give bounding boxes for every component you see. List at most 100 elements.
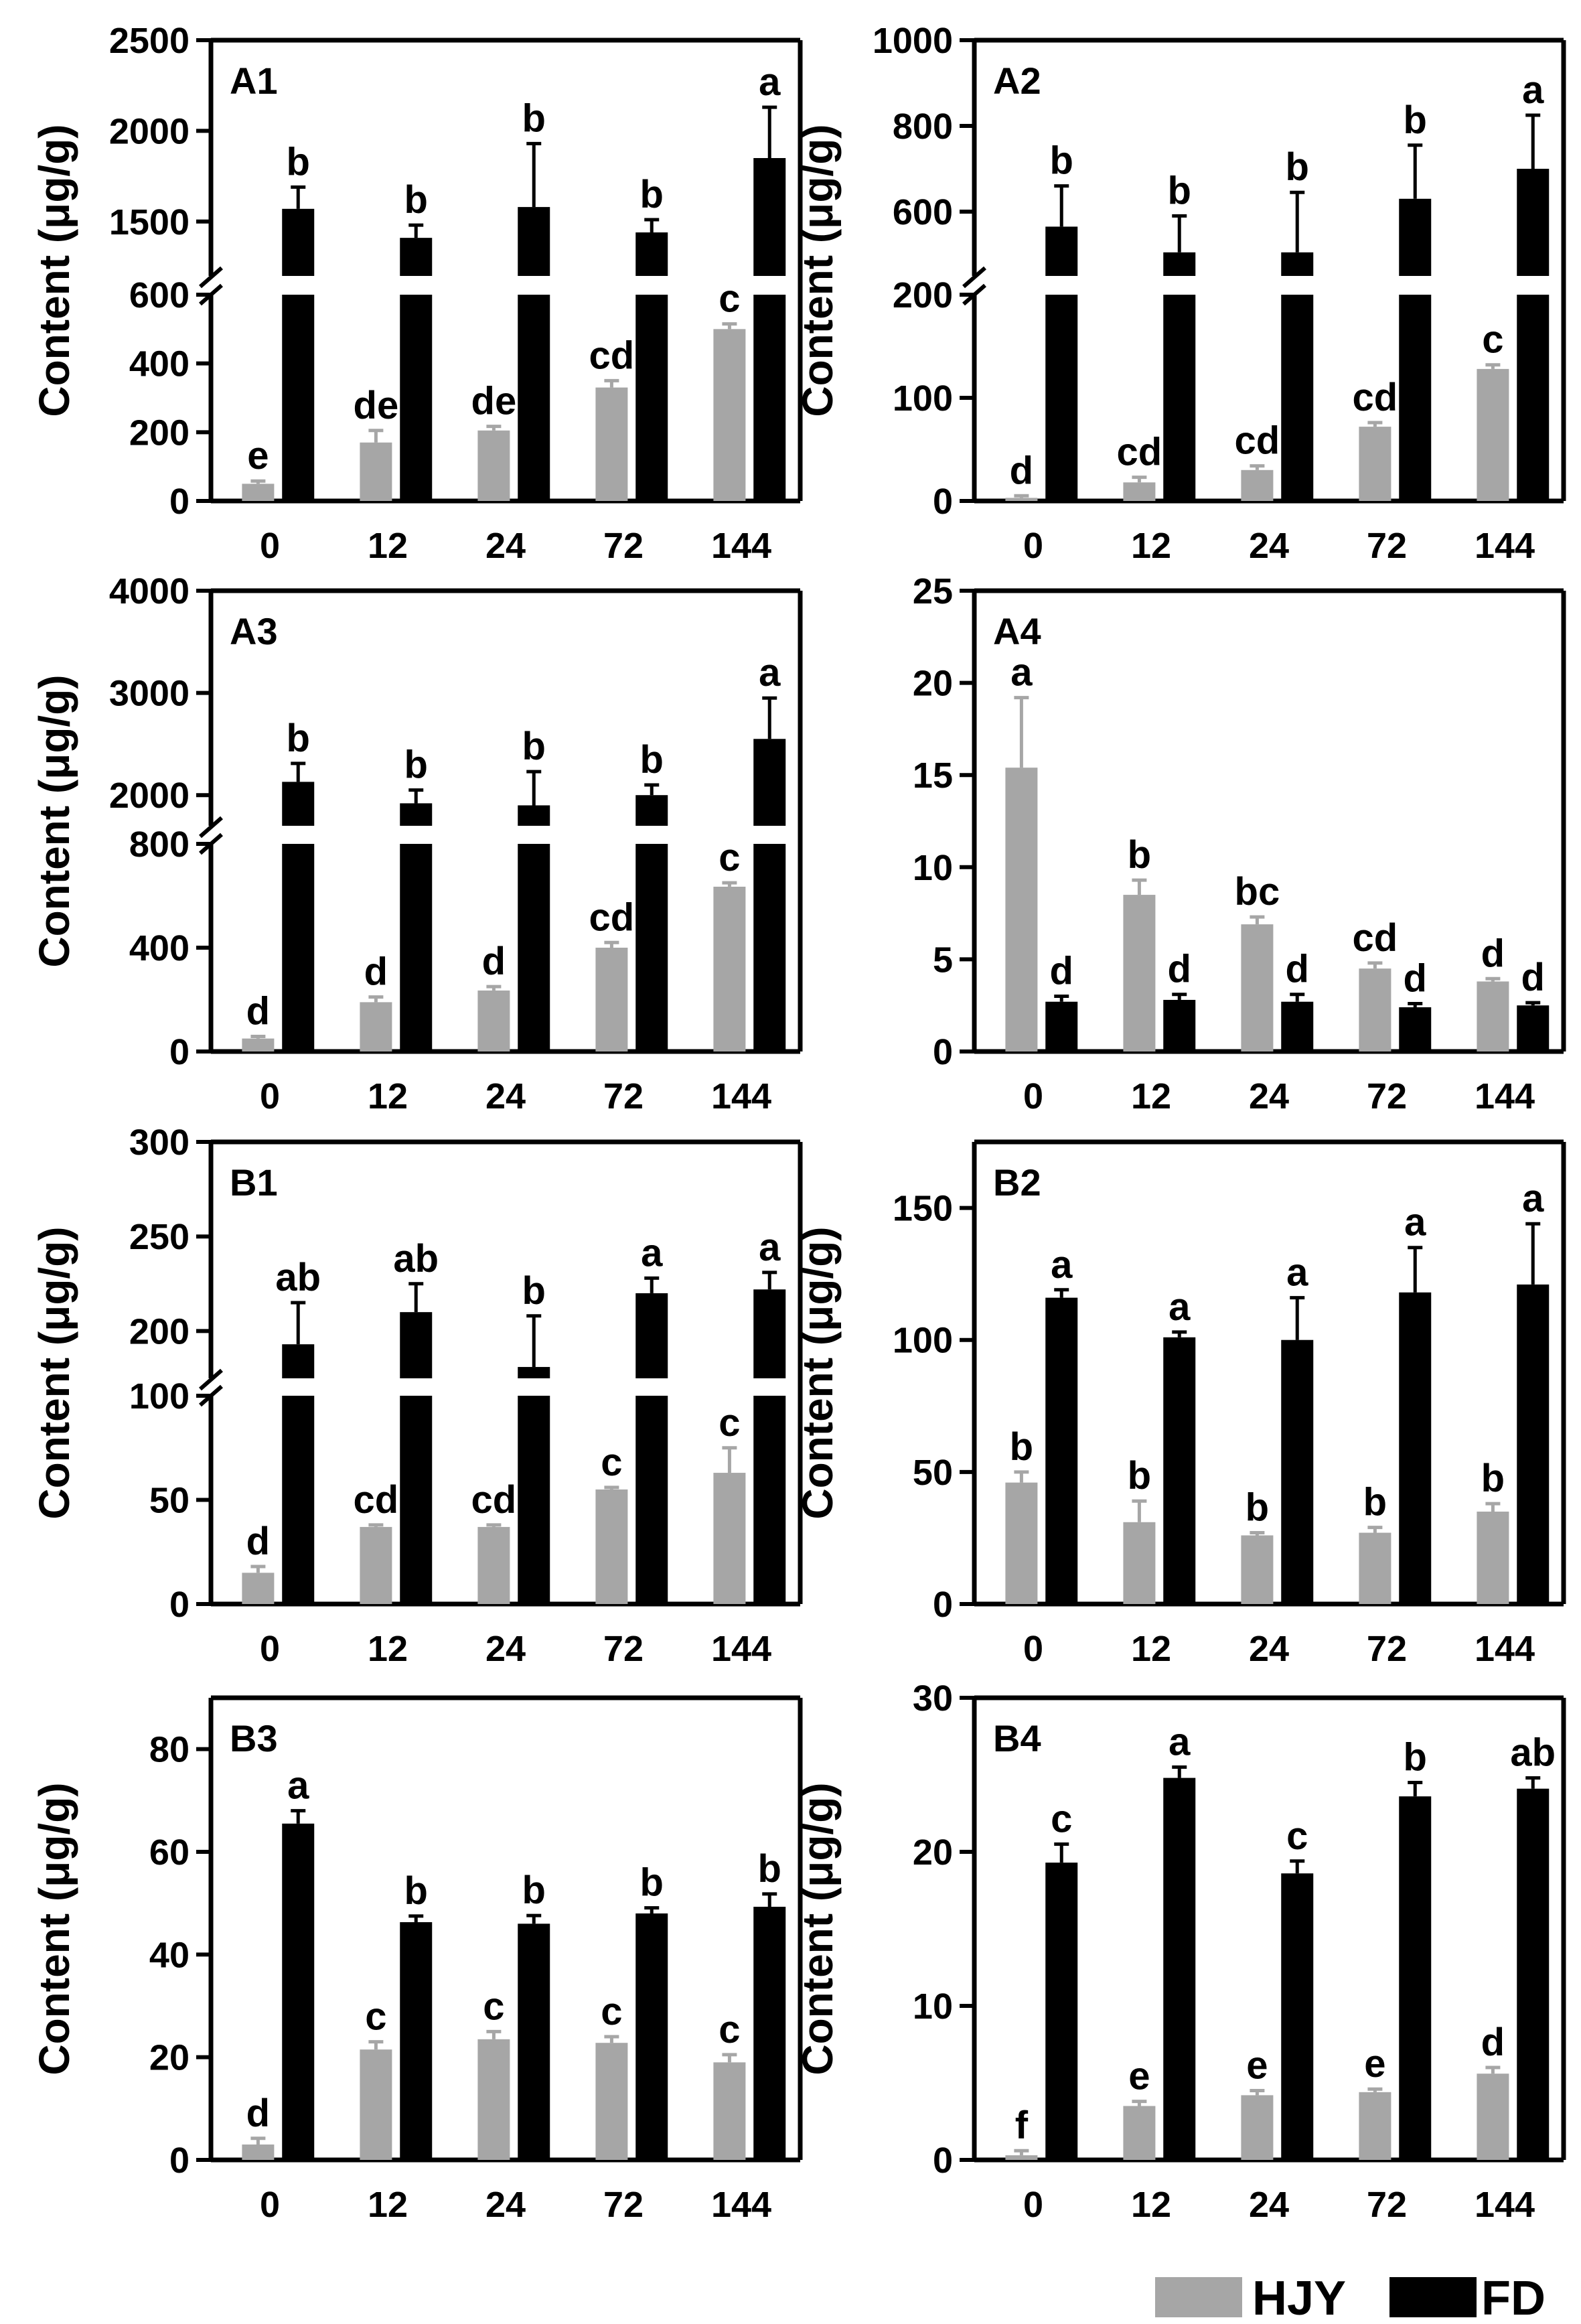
significance-letter: b	[287, 140, 310, 184]
x-tick-label: 72	[603, 1076, 644, 1116]
bar-hjy	[1005, 2155, 1038, 2160]
significance-letter: ab	[275, 1256, 321, 1299]
significance-letter: b	[1050, 139, 1073, 183]
x-tick-label: 72	[603, 2185, 644, 2225]
significance-letter: d	[246, 2092, 270, 2135]
bar-fd	[1399, 1007, 1432, 1051]
y-tick-label: 3000	[109, 674, 190, 714]
significance-letter: d	[1168, 948, 1191, 991]
axis-break-mark	[962, 266, 986, 289]
significance-letter: b	[404, 178, 428, 222]
y-tick-label: 0	[169, 1585, 190, 1625]
y-tick-label: 30	[913, 1678, 953, 1719]
bar-fd	[1517, 1284, 1550, 1604]
bar-fd	[635, 795, 668, 826]
bar-hjy	[1241, 1535, 1274, 1604]
y-tick-label: 600	[129, 275, 190, 315]
y-tick-label: 80	[149, 1730, 190, 1770]
bar-fd	[1281, 252, 1314, 276]
significance-letter: ab	[1510, 1731, 1556, 1775]
bar-hjy	[1477, 368, 1509, 501]
significance-letter: b	[522, 725, 546, 768]
bar-fd	[635, 1913, 668, 2160]
bar-hjy	[1359, 968, 1391, 1051]
significance-letter: a	[1522, 1177, 1544, 1220]
bar-hjy	[1241, 469, 1274, 501]
y-tick-label: 100	[893, 378, 953, 419]
bar-hjy	[360, 1526, 392, 1604]
x-tick-label: 12	[368, 526, 408, 566]
x-tick-label: 72	[603, 526, 644, 566]
bar-hjy	[595, 1489, 628, 1604]
significance-letter: b	[404, 1869, 428, 1913]
significance-letter: a	[1169, 1285, 1191, 1329]
x-tick-label: 144	[711, 1629, 771, 1669]
x-tick-label: 144	[1475, 526, 1535, 566]
y-tick-label: 40	[149, 1935, 190, 1975]
bar-fd	[1163, 1337, 1196, 1604]
bar-hjy	[1005, 768, 1038, 1051]
bar-fd	[282, 295, 315, 501]
bar-fd	[282, 782, 315, 826]
bar-fd	[400, 295, 433, 501]
x-tick-label: 12	[1131, 1076, 1171, 1116]
significance-letter: b	[640, 173, 664, 216]
legend-swatch-fd	[1389, 2277, 1477, 2317]
bar-fd	[635, 1293, 668, 1378]
significance-letter: d	[1481, 2021, 1505, 2064]
y-tick-label: 400	[129, 344, 190, 384]
panel-label: A4	[993, 610, 1041, 652]
y-tick-label: 200	[893, 275, 953, 315]
y-tick-label: 10	[913, 1986, 953, 2027]
bar-fd	[400, 238, 433, 276]
y-tick-label: 200	[129, 1311, 190, 1352]
bar-fd	[518, 1367, 550, 1378]
bar-hjy	[1359, 427, 1391, 501]
significance-letter: d	[246, 1520, 270, 1563]
significance-letter: d	[482, 940, 506, 983]
x-tick-label: 144	[1475, 1076, 1535, 1116]
x-tick-label: 0	[1023, 1629, 1043, 1669]
significance-letter: cd	[1117, 431, 1162, 474]
bar-hjy	[360, 442, 392, 501]
x-tick-label: 12	[368, 1629, 408, 1669]
panel-label: A2	[993, 60, 1041, 102]
bar-hjy	[477, 990, 510, 1051]
bar-fd	[518, 805, 550, 826]
x-tick-label: 0	[260, 2185, 280, 2225]
bar-hjy	[1005, 1482, 1038, 1604]
x-tick-label: 24	[485, 1629, 526, 1669]
y-tick-label: 25	[913, 571, 953, 611]
bar-hjy	[477, 2039, 510, 2160]
panel-label: B2	[993, 1161, 1041, 1204]
chart-b2: 0 50 100 150 0 12 24 72 144 Content (μg/g) B2 b b b b b…	[794, 1139, 1566, 1669]
bar-fd	[1517, 295, 1550, 501]
bar-fd	[635, 295, 668, 501]
significance-letter: b	[1286, 145, 1309, 189]
y-axis-label: Content (μg/g)	[30, 1782, 78, 2075]
significance-letter: b	[1010, 1425, 1033, 1469]
significance-letter: ab	[393, 1237, 439, 1281]
significance-letter: f	[1015, 2104, 1029, 2147]
significance-letter: b	[1246, 1486, 1269, 1530]
y-tick-label: 60	[149, 1832, 190, 1873]
significance-letter: a	[641, 1231, 663, 1275]
significance-letter: b	[640, 738, 664, 782]
bar-fd	[753, 1396, 786, 1604]
y-tick-label: 0	[933, 1585, 953, 1625]
y-axis-label: Content (μg/g)	[30, 674, 78, 967]
y-tick-label: 0	[169, 1032, 190, 1072]
axis-break-mark	[199, 832, 223, 855]
axis-break-mark	[199, 283, 223, 306]
bar-fd	[753, 1907, 786, 2160]
significance-letter: c	[365, 1995, 386, 2039]
panel-label: A3	[230, 610, 278, 652]
bar-fd	[282, 208, 315, 276]
y-tick-label: 100	[129, 1376, 190, 1417]
bar-hjy	[1123, 895, 1156, 1051]
bar-fd	[518, 295, 550, 501]
bar-fd	[1045, 1001, 1078, 1051]
bar-hjy	[1005, 498, 1038, 501]
x-tick-label: 144	[711, 526, 771, 566]
